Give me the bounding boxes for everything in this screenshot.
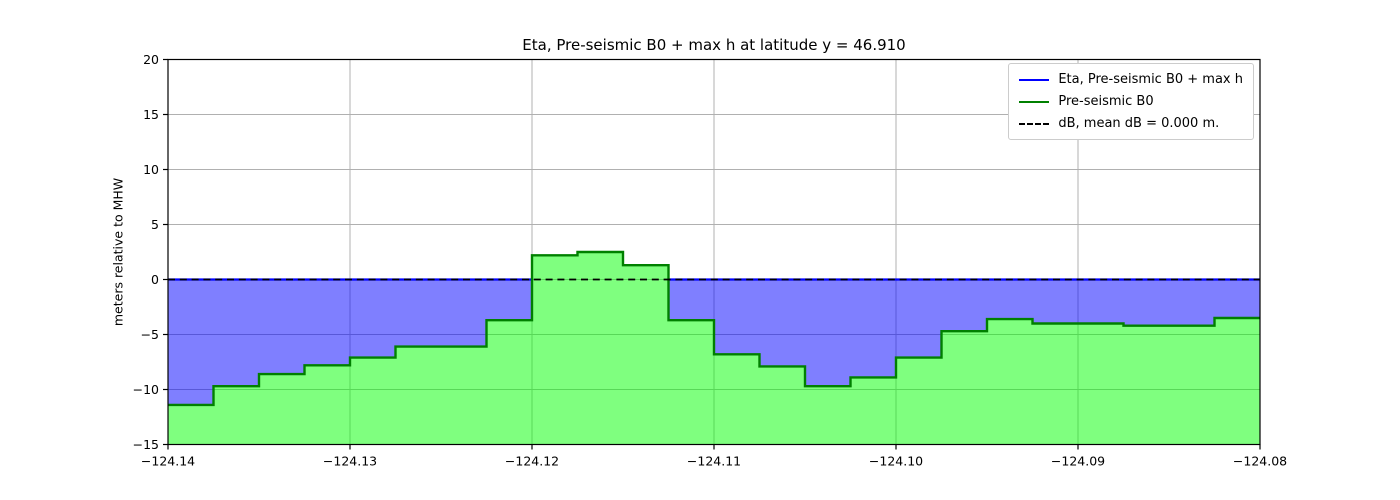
x-tick-label: −124.12	[505, 454, 559, 469]
y-tick-label: 0	[151, 272, 159, 287]
legend-label-preseismic-b0: Pre-seismic B0	[1058, 94, 1154, 109]
x-tick-label: −124.14	[141, 454, 195, 469]
legend: Eta, Pre-seismic B0 + max h Pre-seismic …	[1008, 63, 1254, 140]
x-tick-label: −124.11	[687, 454, 741, 469]
x-tick-label: −124.08	[1233, 454, 1287, 469]
chart-title: Eta, Pre-seismic B0 + max h at latitude …	[522, 36, 906, 54]
bathymetry-step-line	[168, 250, 1260, 407]
y-tick-label: −15	[133, 437, 159, 452]
legend-line-sample-eta	[1019, 78, 1050, 81]
x-tick-label: −124.10	[869, 454, 923, 469]
y-axis-label: meters relative to MHW	[110, 177, 126, 327]
legend-entry-eta: Eta, Pre-seismic B0 + max h	[1019, 71, 1243, 88]
y-tick-label: −10	[133, 382, 159, 397]
x-tick-label: −124.09	[1051, 454, 1105, 469]
y-tick-label: 15	[143, 107, 159, 122]
y-tick-label: 20	[143, 52, 159, 67]
x-tick-label: −124.13	[323, 454, 377, 469]
legend-line-sample-db	[1019, 122, 1050, 125]
legend-entry-db: dB, mean dB = 0.000 m.	[1019, 115, 1243, 132]
y-tick-label: 5	[151, 217, 159, 232]
legend-entry-preseismic-b0: Pre-seismic B0	[1019, 93, 1243, 110]
y-tick-label: −5	[141, 327, 159, 342]
legend-label-eta: Eta, Pre-seismic B0 + max h	[1058, 72, 1243, 87]
legend-line-sample-preseismic-b0	[1019, 100, 1050, 103]
y-tick-label: 10	[143, 162, 159, 177]
legend-label-db: dB, mean dB = 0.000 m.	[1058, 116, 1220, 131]
